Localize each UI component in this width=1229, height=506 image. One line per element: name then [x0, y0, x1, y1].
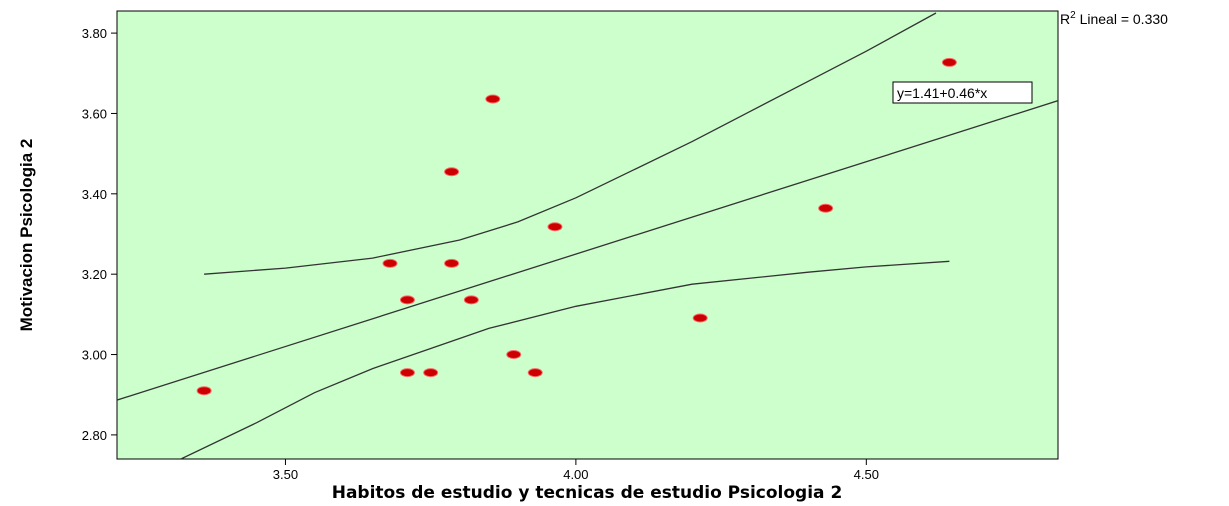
data-point	[941, 57, 957, 67]
ci-upper-curve	[204, 12, 937, 275]
data-point	[547, 222, 563, 232]
r2-label: R2 Lineal = 0.330	[1060, 10, 1168, 27]
x-tick-label: 3.50	[273, 467, 298, 482]
x-tick-label: 4.00	[563, 467, 588, 482]
equation-box: y=1.41+0.46*x	[892, 81, 1033, 104]
y-tick-label: 3.60	[82, 106, 107, 121]
data-point	[818, 203, 834, 213]
data-point	[527, 368, 543, 378]
data-point	[506, 350, 522, 360]
data-point	[444, 167, 460, 177]
data-point	[423, 368, 439, 378]
y-tick-label: 3.20	[82, 267, 107, 282]
r2-value: Lineal = 0.330	[1076, 11, 1168, 27]
data-point	[399, 295, 415, 305]
data-point	[399, 368, 415, 378]
data-point	[692, 313, 708, 323]
data-point	[196, 386, 212, 396]
y-axis-title: Motivacion Psicologia 2	[17, 139, 36, 332]
equation-label: y=1.41+0.46*x	[897, 85, 987, 101]
equation-box-frame	[892, 81, 1033, 104]
data-point	[382, 258, 398, 268]
data-point	[463, 295, 479, 305]
data-point	[444, 258, 460, 268]
r2-prefix: R	[1060, 11, 1070, 27]
y-tick-label: 2.80	[82, 428, 107, 443]
data-point	[485, 94, 501, 104]
x-tick-label: 4.50	[854, 467, 879, 482]
x-axis-title: Habitos de estudio y tecnicas de estudio…	[332, 483, 843, 503]
y-tick-label: 3.00	[82, 348, 107, 363]
r2-superscript: 2	[1070, 10, 1076, 21]
y-tick-label: 3.40	[82, 187, 107, 202]
plot-area	[116, 10, 1059, 460]
fit-line	[117, 100, 1058, 401]
ci-lower-curve	[180, 260, 950, 459]
y-tick-label: 3.80	[82, 26, 107, 41]
